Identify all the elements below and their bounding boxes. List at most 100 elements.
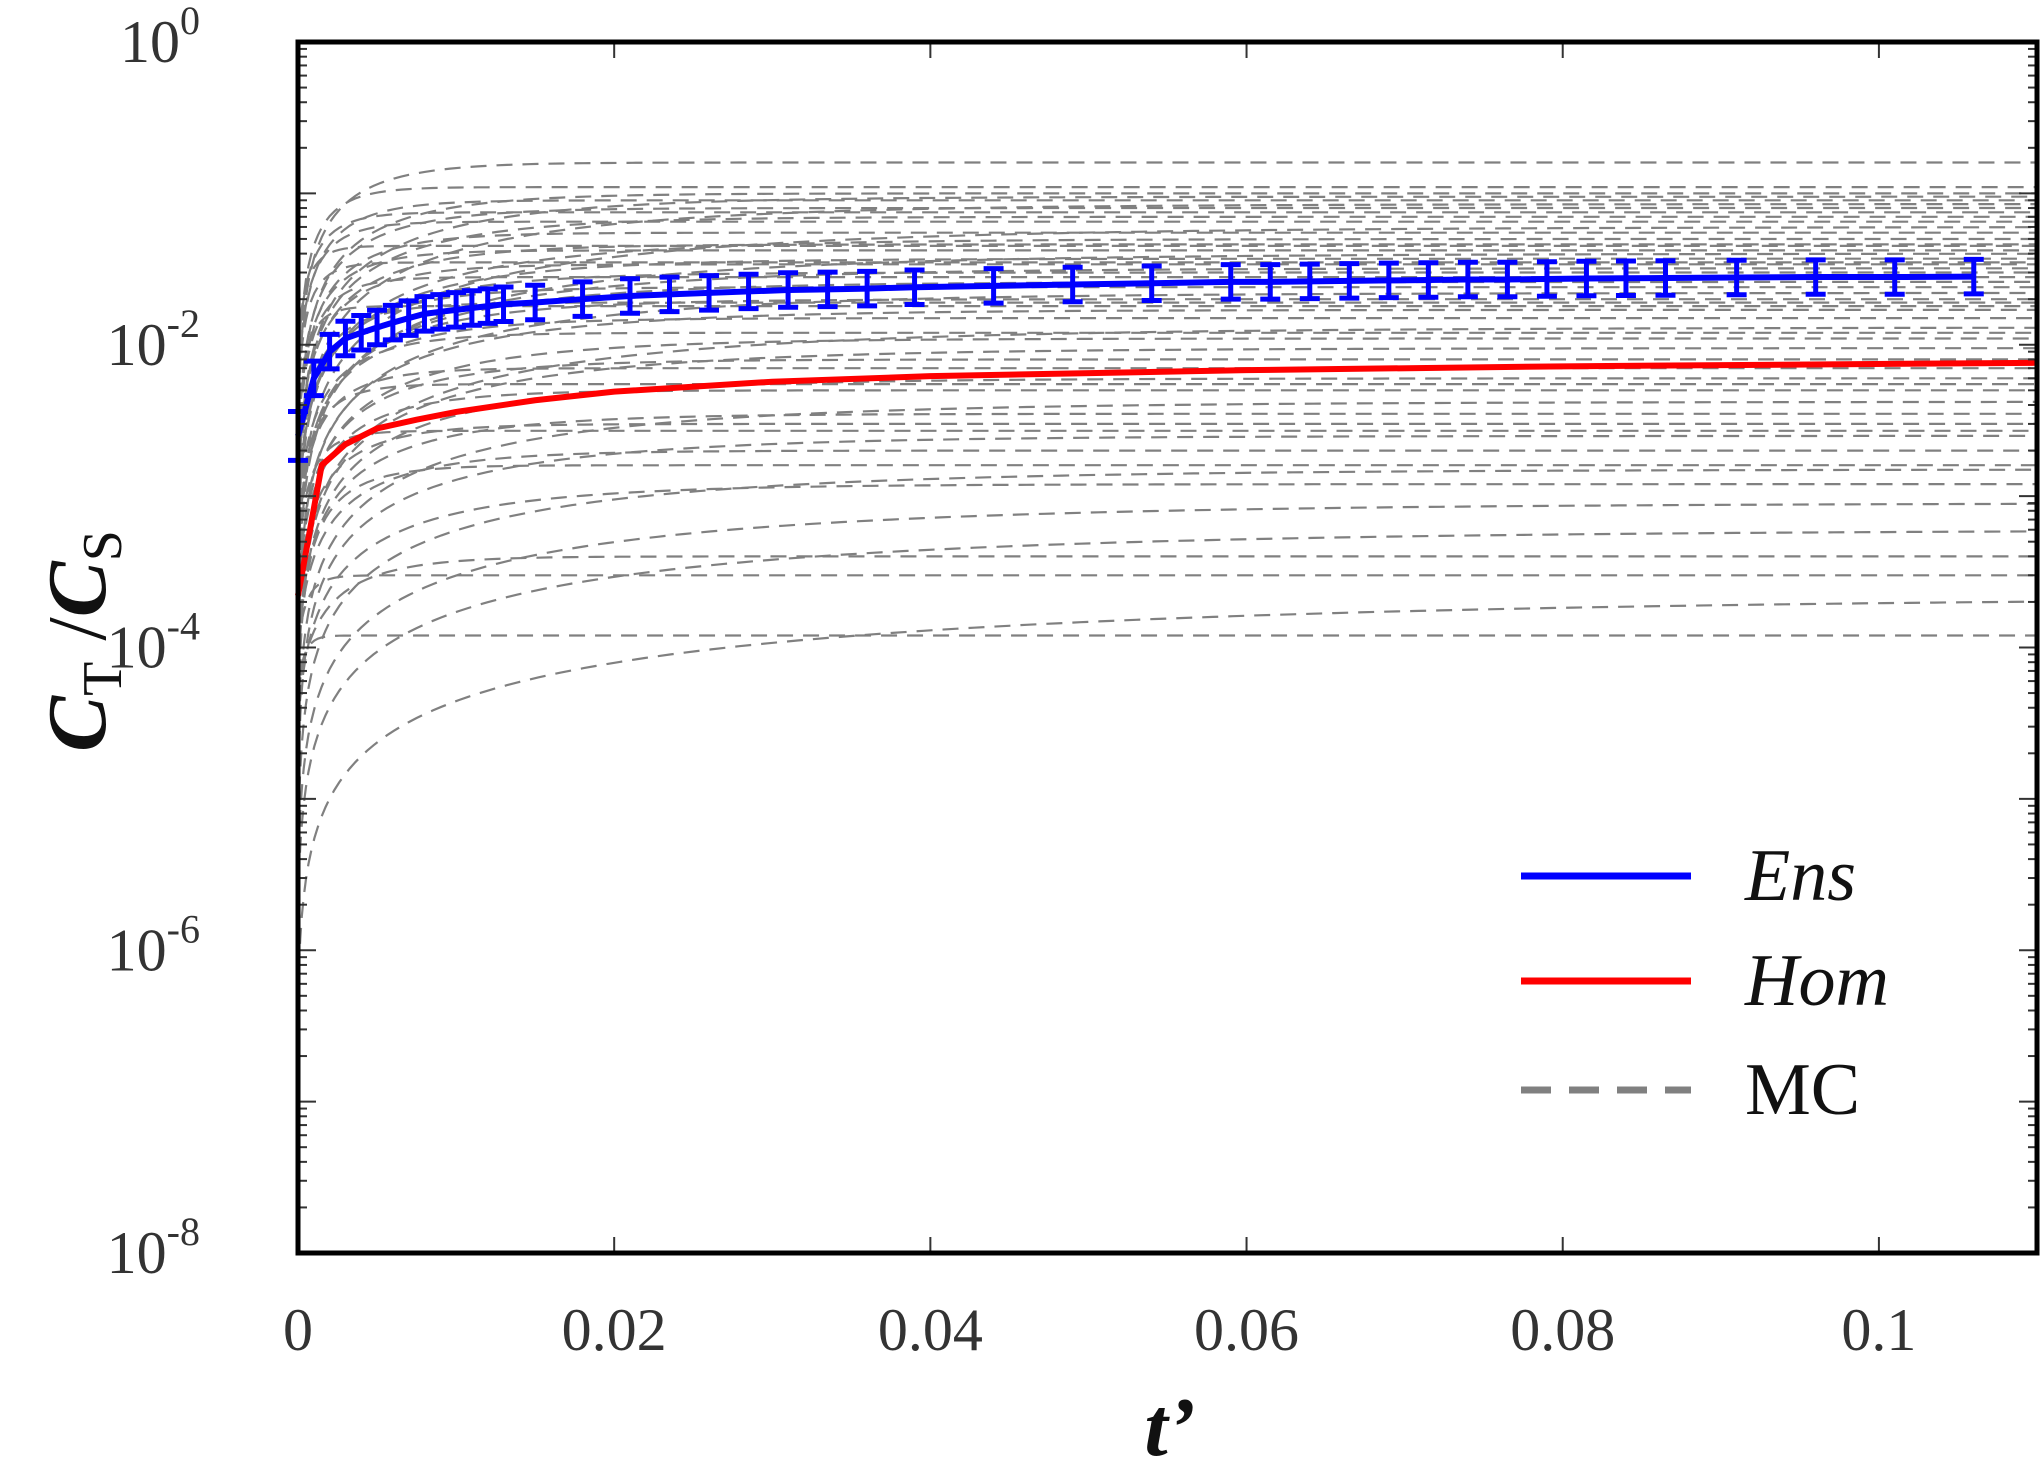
ens-error-bar — [303, 358, 324, 399]
mc-curve-47 — [296, 600, 2038, 996]
ens-error-bar — [1655, 258, 1676, 298]
ens-error-bar — [1299, 261, 1320, 302]
y-tick-label: 10-8 — [107, 1209, 200, 1286]
ens-error-bar — [1339, 261, 1360, 301]
ens-error-bar — [983, 266, 1004, 306]
y-tick-exponent: -2 — [167, 301, 200, 346]
mc-series — [296, 161, 2038, 996]
ens-error-bar — [1963, 256, 1984, 297]
y-title-sep: / — [31, 617, 124, 662]
mc-curve-43 — [296, 530, 2038, 905]
mc-curve-36 — [296, 412, 2037, 648]
ens-error-bar — [659, 274, 680, 315]
ens-error-bar — [1726, 257, 1747, 298]
mc-curve-21 — [296, 286, 2037, 542]
x-tick-label: 0.04 — [878, 1297, 983, 1363]
mc-curve-14 — [296, 252, 2037, 648]
legend-label-hom: Hom — [1744, 940, 1889, 1022]
ens-error-bar — [1260, 262, 1281, 302]
ens-series — [288, 256, 1984, 463]
ens-error-bar — [1536, 259, 1557, 299]
y-tick-label: 10-2 — [107, 301, 200, 378]
mc-curve-3 — [296, 195, 2037, 542]
mc-curve-27 — [296, 326, 2037, 694]
y-title-c1: C — [31, 695, 124, 752]
y-tick-label: 10-4 — [107, 604, 200, 681]
ens-error-bar — [1457, 259, 1478, 300]
mc-curve-26 — [296, 317, 2037, 557]
ens-error-bar — [738, 271, 759, 312]
mc-curve-53 — [296, 211, 2037, 360]
mc-curve-24 — [296, 301, 2037, 511]
mc-curve-2 — [296, 192, 2037, 497]
y-tick-base: 10 — [107, 312, 167, 378]
ens-error-bar — [1418, 260, 1439, 300]
y-tick-base: 10 — [107, 1220, 167, 1286]
ens-error-bar — [351, 313, 372, 353]
mc-curve-25 — [296, 308, 2037, 648]
mc-curve-23 — [296, 298, 2037, 576]
mc-curve-16 — [296, 263, 2037, 504]
mc-curve-12 — [296, 243, 2037, 470]
mc-curve-50 — [296, 429, 2037, 576]
ens-error-bar — [1220, 262, 1241, 302]
ens-line — [295, 273, 1974, 437]
mc-curve-42 — [296, 502, 2037, 879]
ens-error-bar — [619, 276, 640, 316]
mc-curve-49 — [296, 244, 2037, 345]
y-tick-exponent: -4 — [167, 604, 200, 649]
y-tick-label: 100 — [120, 0, 200, 75]
hom-series — [295, 359, 2038, 597]
ens-error-bar — [1141, 263, 1162, 303]
ens-error-bar — [904, 267, 925, 307]
ens-error-bar — [398, 298, 419, 338]
ens-error-bar — [857, 268, 878, 309]
legend-label-mc: MC — [1745, 1049, 1860, 1131]
y-tick-base: 10 — [107, 917, 167, 983]
ens-error-bar — [525, 282, 546, 323]
ens-error-bar — [1615, 258, 1636, 298]
mc-curve-41 — [296, 483, 2037, 727]
y-title-sub1: T — [72, 662, 134, 696]
y-title-sub2: S — [72, 530, 134, 561]
y-tick-label: 10-6 — [107, 906, 200, 983]
mc-curve-40 — [296, 468, 2038, 845]
y-tick-exponent: -8 — [167, 1209, 200, 1254]
mc-curve-13 — [296, 249, 2037, 451]
ens-error-bar — [1062, 264, 1083, 305]
ens-error-bar — [1884, 257, 1905, 297]
x-tick-label: 0.02 — [562, 1297, 667, 1363]
ens-error-bar — [1378, 260, 1399, 301]
ens-error-bar — [817, 269, 838, 310]
ens-error-bar — [1576, 258, 1597, 299]
mc-curve-28 — [296, 331, 2037, 530]
hom-line — [295, 359, 2038, 597]
mc-curve-1 — [296, 186, 2037, 424]
legend: Ens Hom MC — [1521, 835, 1889, 1131]
mc-curve-4 — [296, 199, 2037, 406]
mc-curve-22 — [296, 291, 2037, 663]
y-title-c2: C — [31, 560, 124, 617]
mc-curve-51 — [296, 383, 2037, 530]
mc-curve-54 — [296, 464, 2037, 754]
mc-curve-34 — [296, 389, 2037, 602]
ens-error-bar — [319, 331, 340, 372]
ens-error-bar — [382, 302, 403, 343]
x-tick-label: 0.06 — [1194, 1297, 1299, 1363]
mc-curve-0 — [296, 161, 2037, 451]
y-tick-exponent: -6 — [167, 906, 200, 951]
mc-curve-10 — [296, 231, 2037, 497]
mc-curve-6 — [296, 206, 2037, 451]
mc-curve-44 — [296, 555, 2037, 694]
mc-curve-37 — [296, 422, 2037, 602]
ens-error-bar — [572, 279, 593, 319]
x-tick-label: 0.08 — [1510, 1297, 1615, 1363]
x-tick-label: 0 — [283, 1297, 313, 1363]
ens-error-bar — [778, 270, 799, 310]
x-tick-labels: 0 0.02 0.04 0.06 0.08 0.1 — [283, 1297, 1916, 1363]
ens-error-bar — [367, 307, 388, 348]
mc-curve-19 — [296, 276, 2037, 497]
legend-label-ens: Ens — [1744, 835, 1856, 917]
